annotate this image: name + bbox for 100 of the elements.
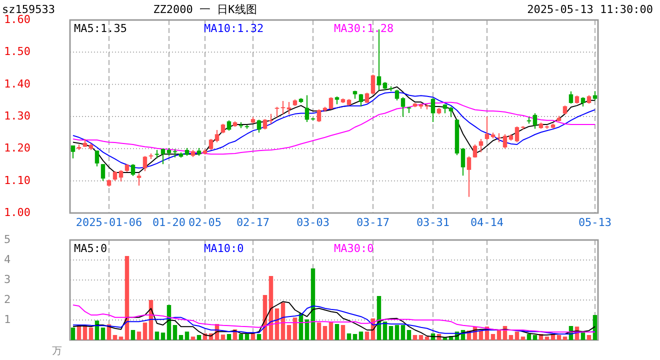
y-tick-label: 1.20 [4, 142, 30, 155]
bar [154, 332, 160, 340]
x-tick-label: 03-17 [356, 216, 390, 229]
bar [256, 334, 262, 340]
candlestick [100, 164, 106, 182]
candlestick [496, 132, 502, 143]
bar [592, 315, 598, 340]
candlestick [286, 102, 292, 115]
candlestick [472, 144, 478, 158]
x-tick-label: 03-31 [416, 216, 450, 229]
bar [310, 268, 316, 340]
y-tick-label: 5 [4, 233, 11, 246]
candlestick [568, 90, 574, 104]
bar [304, 319, 310, 340]
x-tick-label: 02-17 [236, 216, 270, 229]
candlestick [268, 113, 274, 124]
bar [70, 328, 76, 340]
bar [406, 330, 412, 340]
text: MA30:1.28 [334, 22, 394, 36]
y-tick-label: 1.60 [4, 13, 30, 26]
candlestick [208, 138, 214, 150]
bar [130, 330, 136, 340]
text: MA5:0 [74, 242, 108, 256]
bar [220, 334, 226, 340]
bar [532, 335, 538, 340]
bar [520, 336, 526, 340]
candlestick [316, 108, 322, 122]
bar [382, 322, 388, 340]
x-tick-label: 01-20 [152, 216, 186, 229]
bar [586, 335, 592, 340]
y-tick-label: 3 [4, 273, 11, 286]
y-tick-label: 1.50 [4, 45, 30, 58]
bar [544, 336, 550, 340]
candlestick [160, 148, 166, 165]
bar [322, 326, 328, 340]
y-tick-label: 1 [4, 313, 11, 326]
bar [280, 302, 286, 340]
bar [418, 335, 424, 340]
bar [340, 325, 346, 340]
x-tick-label: 04-14 [470, 216, 504, 229]
bar [508, 335, 514, 340]
candlestick [154, 149, 160, 159]
candlestick [394, 89, 400, 101]
candlestick [478, 138, 484, 153]
x-tick-label: 05-13 [578, 216, 612, 229]
bar [100, 328, 106, 340]
candlestick [142, 156, 148, 172]
bar [556, 335, 562, 340]
bar [346, 333, 352, 340]
text: MA10:0 [204, 242, 244, 256]
candlestick [484, 116, 490, 140]
chart-title: ZZ2000 一 日K线图 [153, 3, 257, 16]
bar [412, 335, 418, 340]
candlestick [580, 96, 586, 108]
bar [142, 322, 148, 340]
bar [190, 336, 196, 340]
bar [490, 334, 496, 340]
bar [88, 328, 94, 340]
bar [358, 332, 364, 340]
candlestick [136, 172, 142, 186]
candlestick [532, 112, 538, 130]
bar [478, 330, 484, 340]
candlestick [274, 106, 280, 118]
text: 2025-05-13 11:30:00 [527, 3, 653, 16]
candlestick [430, 98, 436, 122]
bar [526, 334, 532, 340]
candlestick [262, 118, 268, 130]
x-tick-label: 02-05 [188, 216, 222, 229]
candlestick [70, 144, 76, 159]
y-tick-label: 1.10 [4, 174, 30, 187]
candlestick [592, 90, 598, 101]
candlestick [220, 123, 226, 134]
bar [364, 332, 370, 340]
bar [394, 325, 400, 340]
y-tick-label: 1.40 [4, 77, 30, 90]
x-tick-label: 2025-01-06 [76, 216, 142, 229]
bar [160, 332, 166, 340]
candlestick [226, 120, 232, 132]
bar [328, 322, 334, 340]
candlestick [94, 150, 100, 167]
y-tick-label: 1.30 [4, 110, 30, 123]
candlestick [214, 130, 220, 143]
candlestick [448, 106, 454, 118]
bar [136, 332, 142, 340]
x-tick-label: 03-03 [296, 216, 330, 229]
candlestick [280, 100, 286, 115]
bar [118, 336, 124, 340]
bar [400, 325, 406, 340]
y-tick-label: 1.00 [4, 206, 30, 220]
candlestick [514, 126, 520, 143]
bar [424, 336, 430, 340]
bar [238, 334, 244, 340]
bar [286, 325, 292, 340]
text: MA10:1.32 [204, 22, 264, 36]
candlestick [256, 119, 262, 134]
bar [316, 322, 322, 340]
text: MA30:0 [334, 242, 374, 256]
y-tick-label: 2 [4, 293, 11, 306]
candlestick [358, 93, 364, 108]
candlestick [370, 74, 376, 94]
